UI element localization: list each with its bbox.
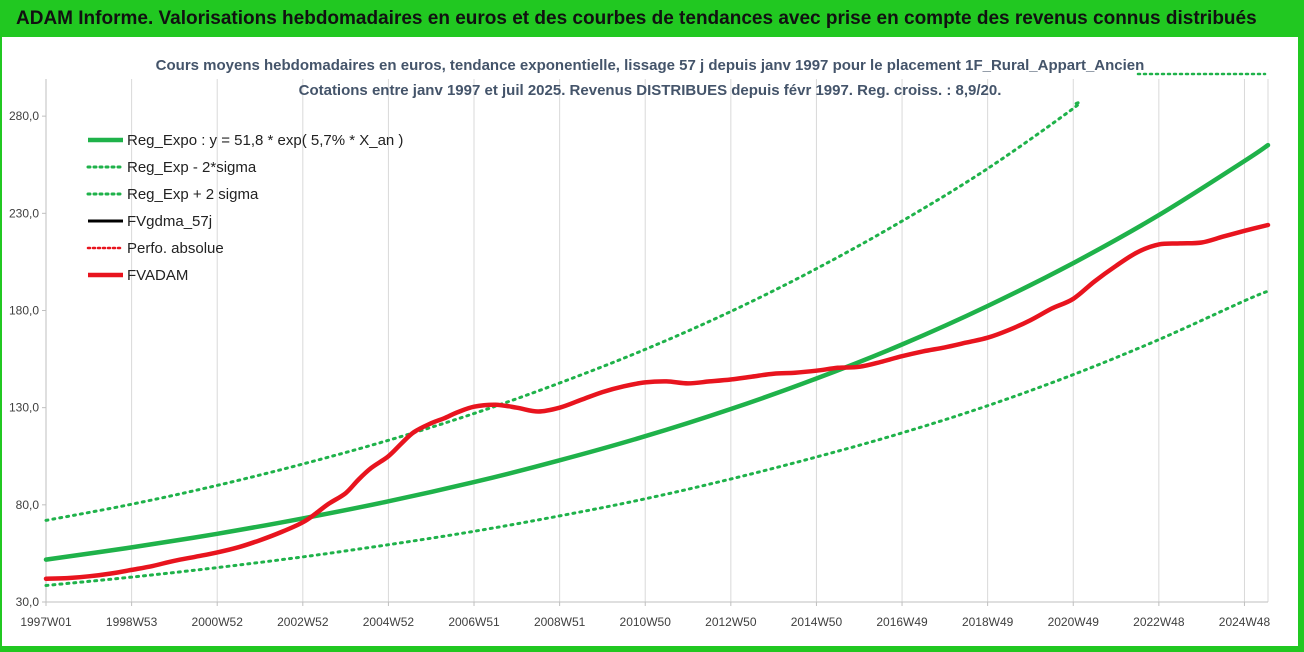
x-tick-label-13: 2022W48	[1133, 615, 1185, 629]
series-line-3	[43, 222, 1271, 581]
series-line-0	[43, 142, 1271, 562]
legend-label-reg-exp-plus: Reg_Exp + 2 sigma	[127, 186, 259, 203]
x-tick-label-1: 1998W53	[106, 615, 158, 629]
legend-label-reg-exp-minus: Reg_Exp - 2*sigma	[127, 159, 257, 176]
x-tick-label-10: 2016W49	[876, 615, 928, 629]
chart-subtitle: Cotations entre janv 1997 et juil 2025. …	[299, 82, 1002, 99]
grid-lines	[45, 79, 1269, 602]
x-tick-label-6: 2008W51	[534, 615, 586, 629]
y-tick-label-3: 180,0	[9, 303, 39, 317]
series-line-4	[45, 224, 1269, 580]
frame-left-border	[0, 37, 2, 652]
x-tick-label-8: 2012W50	[705, 615, 757, 629]
legend-label-fvgdma: FVgdma_57j	[127, 213, 212, 230]
x-tick-label-7: 2010W50	[620, 615, 672, 629]
x-tick-label-5: 2006W51	[448, 615, 500, 629]
y-tick-label-1: 80,0	[16, 498, 40, 512]
x-tick-label-4: 2004W52	[363, 615, 415, 629]
y-tick-label-0: 30,0	[16, 595, 40, 609]
frame-bottom-border	[0, 646, 1304, 652]
legend-label-perfo-absolue: Perfo. absolue	[127, 240, 224, 257]
x-tick-label-2: 2000W52	[192, 615, 244, 629]
y-tick-label-5: 280,0	[9, 109, 39, 123]
x-tick-label-14: 2024W48	[1219, 615, 1271, 629]
frame-right-border	[1298, 37, 1304, 652]
series-line-1	[44, 289, 1270, 587]
x-tick-label-3: 2002W52	[277, 615, 329, 629]
chart-canvas: 1997W01 1998W53 2000W52 2002W52 2004W52 2006W…	[9, 57, 1271, 629]
chart-banner-title: ADAM Informe. Valorisations hebdomadaire…	[0, 0, 1304, 37]
x-tick-label-11: 2018W49	[962, 615, 1014, 629]
y-axis: 30,0 80,0 130,0 180,0 230,0 280,0	[9, 79, 47, 609]
x-tick-label-12: 2020W49	[1048, 615, 1100, 629]
y-tick-label-2: 130,0	[9, 401, 39, 415]
legend: Reg_Expo : y = 51,8 * exp( 5,7% * X_an )…	[86, 132, 403, 284]
x-tick-label-0: 1997W01	[20, 615, 72, 629]
x-axis: 1997W01 1998W53 2000W52 2002W52 2004W52 2006W…	[20, 601, 1271, 629]
y-tick-label-4: 230,0	[9, 206, 39, 220]
legend-label-reg-expo: Reg_Expo : y = 51,8 * exp( 5,7% * X_an )	[127, 132, 403, 149]
series-layer	[43, 101, 1271, 587]
chart-title-block: Cours moyens hebdomadaires en euros, ten…	[156, 57, 1145, 99]
chart-title: Cours moyens hebdomadaires en euros, ten…	[156, 57, 1145, 74]
legend-label-fvadam: FVADAM	[127, 267, 188, 284]
series-line-2	[44, 101, 1082, 522]
x-tick-label-9: 2014W50	[791, 615, 843, 629]
